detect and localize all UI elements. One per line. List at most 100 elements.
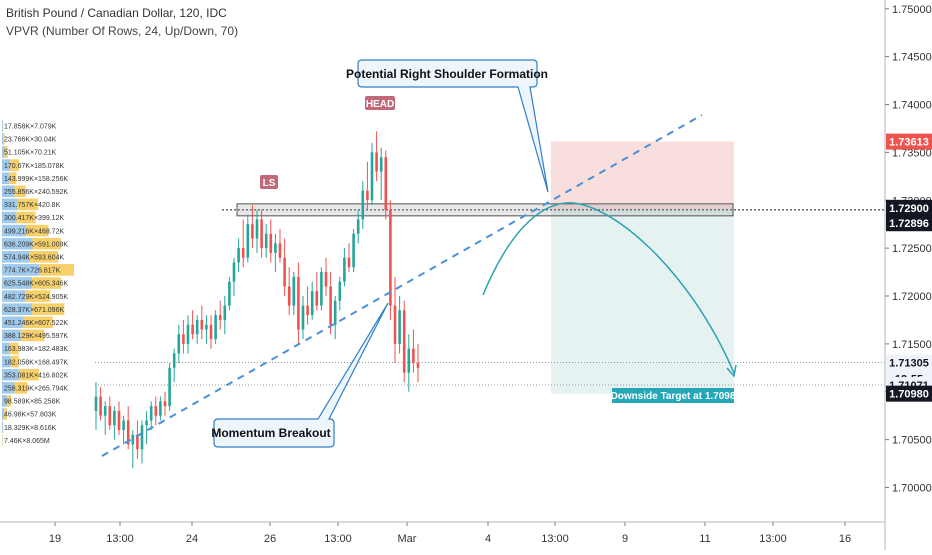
candle-body xyxy=(228,282,231,306)
candle-body xyxy=(164,401,167,406)
candle xyxy=(348,243,351,272)
candle-body xyxy=(173,353,176,367)
price-badge: 1.71305 xyxy=(886,355,932,371)
x-tick-label: 13:00 xyxy=(106,533,134,545)
volume-row-label: 143.999K×158.256K xyxy=(4,176,68,183)
y-tick-label: 1.74000 xyxy=(892,100,932,112)
candle xyxy=(417,344,420,382)
candle-body xyxy=(380,157,383,171)
risk-reward-zones xyxy=(551,142,734,394)
candle xyxy=(371,143,374,205)
candle-body xyxy=(104,406,107,416)
volume-row-label: 628.37K×671.096K xyxy=(4,307,64,314)
candle xyxy=(398,296,401,353)
candle-body xyxy=(375,152,378,171)
candle-body xyxy=(293,277,296,306)
candle xyxy=(265,224,268,258)
candle xyxy=(168,363,171,411)
candle-body xyxy=(302,306,305,330)
x-tick-label: Mar xyxy=(398,533,417,545)
y-tick-label: 1.74500 xyxy=(892,52,932,64)
volume-row-label: 7.46K×8.065M xyxy=(4,438,50,445)
volume-row-label: 51.105K×70.21K xyxy=(4,150,57,157)
candle xyxy=(311,282,314,320)
candle xyxy=(352,229,355,272)
candle xyxy=(366,162,369,210)
x-tick-label: 9 xyxy=(622,533,628,545)
candle xyxy=(164,392,167,416)
candle-body xyxy=(256,219,259,238)
candle-body xyxy=(109,406,112,425)
candle-body xyxy=(371,152,374,200)
candle-body xyxy=(159,401,162,415)
price-badge: 1.73613 xyxy=(886,134,932,150)
candle xyxy=(242,219,245,267)
candle xyxy=(297,263,300,344)
candle-body xyxy=(191,325,194,335)
candle xyxy=(136,420,139,458)
x-tick-label: 19 xyxy=(49,533,61,545)
y-tick-label: 1.71500 xyxy=(892,339,932,351)
volume-row-label: 499.216K×468.72K xyxy=(4,228,64,235)
candle xyxy=(283,239,286,296)
candle xyxy=(403,301,406,382)
candle xyxy=(228,277,231,311)
candle xyxy=(150,401,153,430)
candle-body xyxy=(233,263,236,282)
price-badge-label: 1.70980 xyxy=(889,389,929,401)
candle-body xyxy=(297,277,300,330)
candle-body xyxy=(362,191,365,220)
candle xyxy=(302,296,305,339)
candle-body xyxy=(408,349,411,373)
x-tick-label: 24 xyxy=(186,533,198,545)
chart-title: British Pound / Canadian Dollar, 120, ID… xyxy=(6,6,227,20)
volume-row-label: 258.319K×265.794K xyxy=(4,386,68,393)
candle-body xyxy=(187,325,190,344)
candle-body xyxy=(155,406,158,416)
callout-text: Potential Right Shoulder Formation xyxy=(346,67,548,81)
candle-body xyxy=(283,258,286,287)
ls-label: LS xyxy=(263,178,276,189)
candle-body xyxy=(316,291,319,305)
candle xyxy=(178,325,181,363)
candle-body xyxy=(403,310,406,372)
candle xyxy=(375,131,378,181)
volume-row-label: 451.246K×607.522K xyxy=(4,320,68,327)
candle-body xyxy=(214,315,217,339)
candle xyxy=(274,234,277,272)
x-tick-label: 26 xyxy=(264,533,276,545)
candle-body xyxy=(329,286,332,324)
candle xyxy=(385,150,388,219)
price-badge-label: 1.71305 xyxy=(889,358,929,370)
candle xyxy=(196,315,199,344)
candle-body xyxy=(357,219,360,233)
candle-body xyxy=(95,397,98,411)
volume-row-label: 170.67K×185.078K xyxy=(4,163,64,170)
candle-body xyxy=(270,234,273,253)
candle xyxy=(343,248,346,286)
y-tick-label: 1.75000 xyxy=(892,4,932,16)
candle xyxy=(214,310,217,344)
candle xyxy=(159,397,162,421)
volume-row-label: 300.417K×399.12K xyxy=(4,215,64,222)
volume-up-bar xyxy=(2,421,3,433)
price-badge-label: 1.73613 xyxy=(889,137,929,149)
volume-row-label: 46.98K×57.803K xyxy=(4,412,57,419)
target-zone xyxy=(551,210,734,394)
y-tick-label: 1.72000 xyxy=(892,291,932,303)
price-badge: 1.70980 xyxy=(886,386,932,402)
candle-body xyxy=(352,234,355,268)
candle-body xyxy=(210,325,213,339)
indicator-legend[interactable]: VPVR (Number Of Rows, 24, Up/Down, 70) xyxy=(6,24,238,38)
candle xyxy=(408,334,411,391)
horizontal-levels xyxy=(95,204,885,385)
volume-row-label: 636.209K×591.009K xyxy=(4,241,68,248)
volume-row-label: 255.856K×240.592K xyxy=(4,189,68,196)
candle-body xyxy=(205,325,208,330)
candle xyxy=(233,258,236,296)
volume-row-label: 23.766K×30.04K xyxy=(4,137,57,144)
candle-body xyxy=(141,425,144,449)
candle-body xyxy=(343,258,346,282)
candle-body xyxy=(251,224,254,238)
